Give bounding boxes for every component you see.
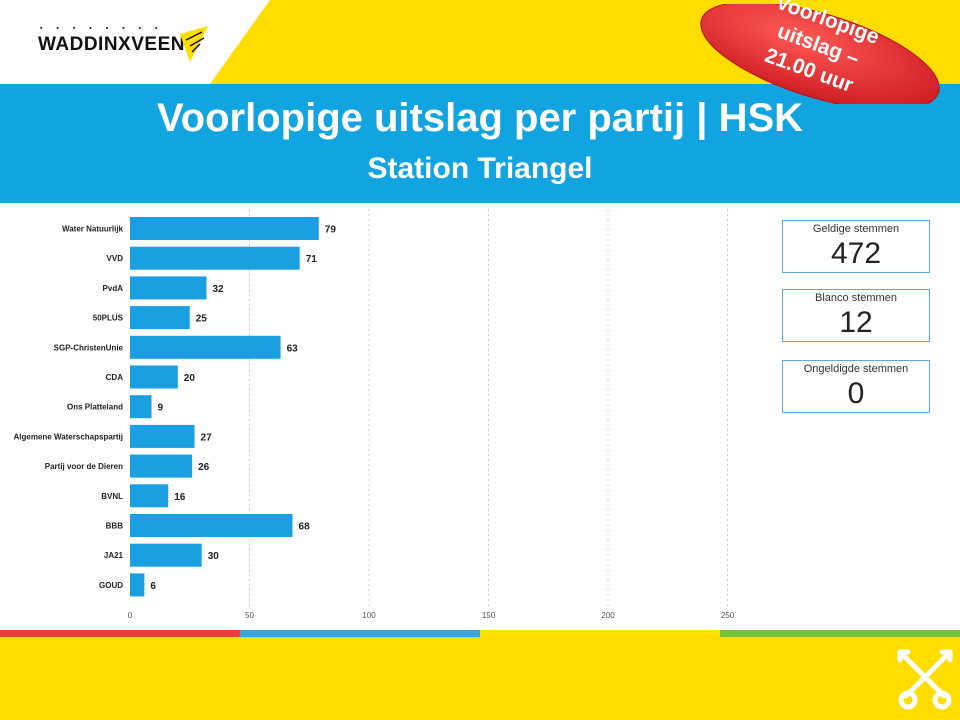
bar (130, 335, 281, 359)
data-label: 68 (299, 522, 311, 533)
x-tick-label: 200 (601, 611, 615, 620)
category-label: BVNL (101, 492, 123, 501)
data-label: 20 (184, 373, 196, 384)
category-label: Algemene Waterschapspartij (13, 432, 123, 441)
bar (130, 217, 319, 240)
data-label: 79 (325, 225, 337, 236)
valid-votes-label: Geldige stemmen (812, 223, 900, 235)
logo-bird-icon (180, 26, 208, 62)
color-stripe-yellow (480, 630, 720, 637)
bar (130, 306, 190, 330)
invalid-votes-value: 0 (847, 377, 865, 410)
data-label: 30 (208, 551, 220, 562)
category-label: JA21 (104, 551, 124, 560)
category-label: VVD (107, 254, 124, 263)
category-label: Water Natuurlijk (62, 225, 124, 234)
logo-wordmark: WADDINXVEEN (38, 34, 185, 55)
x-tick-label: 150 (482, 611, 496, 620)
data-label: 27 (201, 432, 213, 443)
bar (130, 484, 169, 508)
category-label: GOUD (99, 581, 123, 590)
bar (130, 365, 178, 389)
category-label: PvdA (103, 284, 124, 293)
color-stripe-red (0, 630, 240, 637)
invalid-votes-card: Ongeldigde stemmen 0 (782, 360, 930, 413)
results-bar-chart: 050100150200250300Water Natuurlijk79VVD7… (13, 209, 735, 620)
data-label: 32 (212, 284, 224, 295)
x-tick-label: 50 (245, 611, 254, 620)
color-stripe-blue (240, 630, 480, 637)
page-subtitle: Station Triangel (367, 152, 593, 185)
bar (130, 246, 300, 270)
category-label: 50PLUS (93, 314, 124, 323)
data-label: 9 (158, 403, 164, 414)
invalid-votes-label: Ongeldigde stemmen (803, 363, 909, 375)
bar (130, 573, 145, 597)
blank-votes-label: Blanco stemmen (815, 292, 897, 304)
data-label: 71 (306, 254, 318, 265)
bar (130, 454, 193, 478)
data-label: 6 (150, 581, 156, 592)
x-tick-label: 250 (721, 611, 735, 620)
category-label: SGP-ChristenUnie (54, 343, 124, 352)
valid-votes-value: 472 (830, 237, 882, 270)
x-tick-label: 100 (362, 611, 376, 620)
blue-title-band (0, 84, 960, 203)
bar (130, 276, 207, 300)
data-label: 63 (287, 343, 299, 354)
bar (130, 514, 293, 537)
preliminary-badge (700, 4, 940, 104)
valid-votes-card: Geldige stemmen 472 (782, 220, 930, 273)
blank-votes-card: Blanco stemmen 12 (782, 289, 930, 342)
crossed-keys-emblem-icon (897, 649, 953, 710)
yellow-bottom-band (0, 637, 960, 720)
color-stripe-green (720, 630, 960, 637)
blank-votes-value: 12 (839, 306, 873, 339)
data-label: 26 (198, 462, 210, 473)
page-title: Voorlopige uitslag per partij | HSK (156, 96, 804, 140)
bar (130, 395, 152, 419)
data-label: 25 (196, 314, 208, 325)
data-label: 16 (174, 492, 186, 503)
logo-dots: ▪ ▪ ▪ ▪ ▪ ▪ ▪ ▪ (40, 25, 164, 32)
category-label: Ons Platteland (67, 403, 123, 412)
category-label: CDA (106, 373, 124, 382)
bar (130, 543, 202, 567)
x-tick-label: 0 (128, 611, 133, 620)
bar (130, 424, 195, 448)
category-label: Partij voor de Dieren (45, 462, 123, 471)
category-label: BBB (106, 522, 124, 531)
